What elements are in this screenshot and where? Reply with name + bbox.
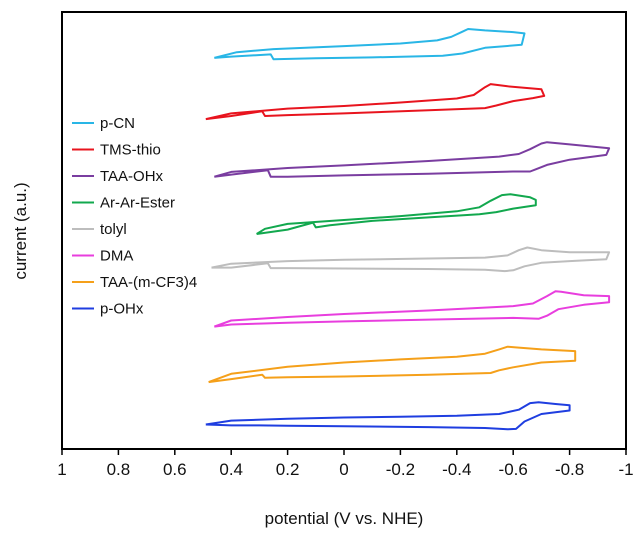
- legend-label: TAA-OHx: [100, 168, 164, 185]
- x-tick-label: 0: [339, 460, 348, 479]
- x-tick-label: 1: [57, 460, 66, 479]
- series-line-Ar-Ar-Ester: [256, 193, 537, 235]
- x-tick-label: -0.8: [555, 460, 584, 479]
- x-axis-title: potential (V vs. NHE): [265, 509, 424, 528]
- legend-label: TAA-(m-CF3)4: [100, 274, 197, 291]
- x-axis-ticks: 1 0.8 0.6 0.4 0.2 0 -0.2 -0.4 -0.6 -0.8 -1: [57, 449, 633, 479]
- x-tick-label: 0.6: [163, 460, 187, 479]
- plot-curves: [205, 28, 611, 431]
- legend-label: p-OHx: [100, 301, 144, 318]
- legend: p-CN TMS-thio TAA-OHx Ar-Ar-Ester tolyl DMA TA…: [72, 115, 197, 318]
- x-tick-label: -1: [618, 460, 633, 479]
- series-line-TAA-(m-CF3)4: [208, 345, 577, 384]
- x-tick-label: 0.4: [219, 460, 243, 479]
- legend-label: tolyl: [100, 221, 127, 238]
- series-line-DMA: [213, 290, 611, 328]
- legend-label: p-CN: [100, 115, 135, 132]
- series-line-p-OHx: [205, 401, 571, 431]
- series-line-tolyl: [211, 246, 611, 273]
- x-tick-label: -0.4: [442, 460, 471, 479]
- series-line-p-CN: [214, 28, 526, 61]
- x-tick-label: -0.6: [499, 460, 528, 479]
- x-tick-label: -0.2: [386, 460, 415, 479]
- y-axis-title: current (a.u.): [11, 182, 30, 279]
- x-tick-label: 0.8: [107, 460, 131, 479]
- legend-label: DMA: [100, 248, 133, 265]
- x-tick-label: 0.2: [276, 460, 300, 479]
- legend-label: Ar-Ar-Ester: [100, 195, 175, 212]
- series-line-TMS-thio: [205, 83, 546, 121]
- legend-label: TMS-thio: [100, 142, 161, 159]
- series-line-TAA-OHx: [214, 141, 611, 178]
- plot-frame: [61, 11, 627, 450]
